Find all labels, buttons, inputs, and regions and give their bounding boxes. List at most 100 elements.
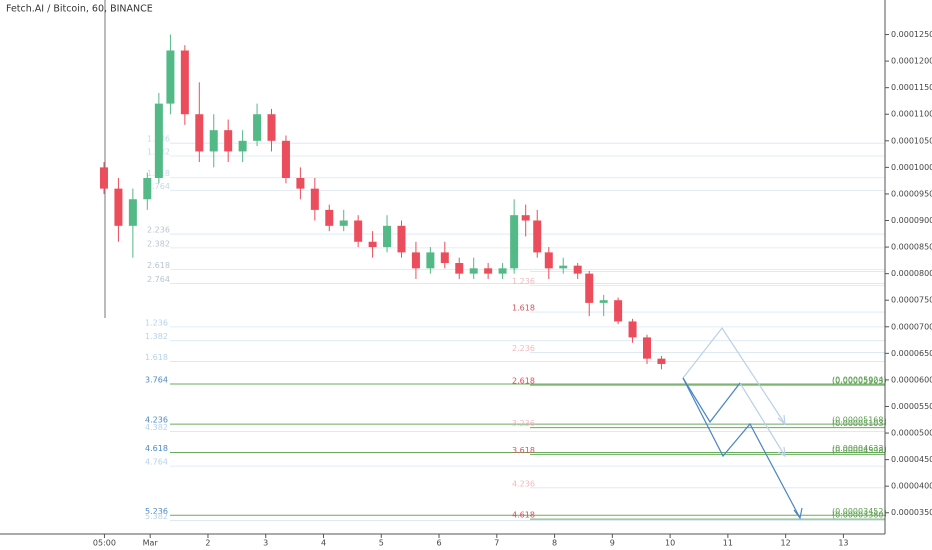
fib-levels: 1.236 1.382 1.618 1.764 2.236 2.382 2.618 2.764… <box>145 135 887 521</box>
candle-body <box>573 265 582 274</box>
x-tick-label: 2 <box>205 539 210 548</box>
x-tick-label: 5 <box>379 539 384 548</box>
fib-ratio: 3.618 <box>512 446 535 455</box>
fib-ratio: 3.236 <box>512 419 535 428</box>
fib-ratio: 1.382 <box>145 332 168 341</box>
candle-body <box>484 268 493 274</box>
fib-ratio: 4.236 <box>512 479 535 488</box>
fib-ratio: 2.236 <box>512 344 535 353</box>
x-tick-label: 13 <box>838 539 848 548</box>
chart-title: Fetch.AI / Bitcoin, 60, BINANCE <box>6 4 153 15</box>
x-tick-label: 11 <box>723 539 733 548</box>
fib-price-label: (0.00003380) <box>832 511 887 520</box>
x-tick-label: 6 <box>436 539 441 548</box>
candle-body <box>599 300 608 303</box>
candle-body <box>224 130 233 152</box>
candle-body <box>469 268 478 274</box>
candle-body <box>368 241 377 248</box>
arrow-head <box>793 507 803 520</box>
fib-ratio: 4.618 <box>512 511 535 520</box>
candle-body <box>544 252 553 269</box>
x-tick-label: 7 <box>494 539 499 548</box>
x-tick-label: 05:00 <box>93 539 116 548</box>
fib-price-label: (0.00004598) <box>832 446 887 455</box>
projection-path <box>682 377 741 424</box>
candle-body <box>143 178 152 200</box>
fib-ratio: 4.764 <box>145 458 168 467</box>
candle-body <box>455 263 464 274</box>
candle-body <box>253 114 262 141</box>
fib-ratio: 1.618 <box>145 353 168 362</box>
fib-ratio: 4.236 <box>145 416 168 425</box>
candle-body <box>180 50 189 115</box>
fib-ratio: 3.764 <box>145 375 168 384</box>
projection-path <box>682 377 801 519</box>
candle-body <box>614 300 623 322</box>
candle-body <box>195 114 204 152</box>
candle-body <box>559 265 568 269</box>
candle-body <box>310 188 319 210</box>
fib-price-label: (0.00005924) <box>832 375 887 384</box>
candle-body <box>533 220 542 253</box>
candle-body <box>397 225 406 253</box>
fib-ratio: 4.382 <box>145 423 168 432</box>
candle-body <box>498 268 507 274</box>
candle-body <box>339 220 348 226</box>
candle-body <box>128 199 137 226</box>
candle-body <box>521 215 530 221</box>
fib-ratio: 1.618 <box>512 304 535 313</box>
x-tick-label: 8 <box>552 539 557 548</box>
fib-ratio: 2.764 <box>147 275 170 284</box>
fib-ratio: 1.236 <box>145 318 168 327</box>
projection <box>682 326 803 520</box>
candle-body <box>209 130 218 152</box>
x-tick-label: 3 <box>263 539 268 548</box>
fib-ratio: 1.236 <box>512 277 535 286</box>
fib-ratio: 2.618 <box>147 261 170 270</box>
candles <box>99 34 666 370</box>
candle-body <box>281 140 290 178</box>
candle-body <box>166 50 175 104</box>
candle-body <box>628 321 637 338</box>
fib-ratio: 1.764 <box>147 182 170 191</box>
candle-body <box>267 114 276 141</box>
x-tick-label: 4 <box>321 539 326 548</box>
x-tick-label: Mar <box>143 539 159 548</box>
candle-body <box>296 178 305 189</box>
fib-ratio: 5.236 <box>145 507 168 516</box>
candle-body <box>642 337 651 359</box>
candle-body <box>154 103 163 178</box>
candle-body <box>354 220 363 242</box>
fib-price-label: (0.00005103) <box>832 419 887 428</box>
candle-body <box>114 188 123 226</box>
candle-body <box>99 167 108 189</box>
candle-body <box>510 215 519 269</box>
arrow-head <box>777 414 786 426</box>
fib-price-label: (0.00004633) <box>832 444 887 453</box>
x-tick-label: 12 <box>781 539 791 548</box>
candle-body <box>585 273 594 303</box>
fib-price-label: (0.00003452) <box>832 507 887 516</box>
fib-price-label: (0.00005168) <box>832 416 887 425</box>
projection-path <box>682 326 786 425</box>
candle-body <box>426 252 435 269</box>
x-tick-label: 10 <box>665 539 675 548</box>
